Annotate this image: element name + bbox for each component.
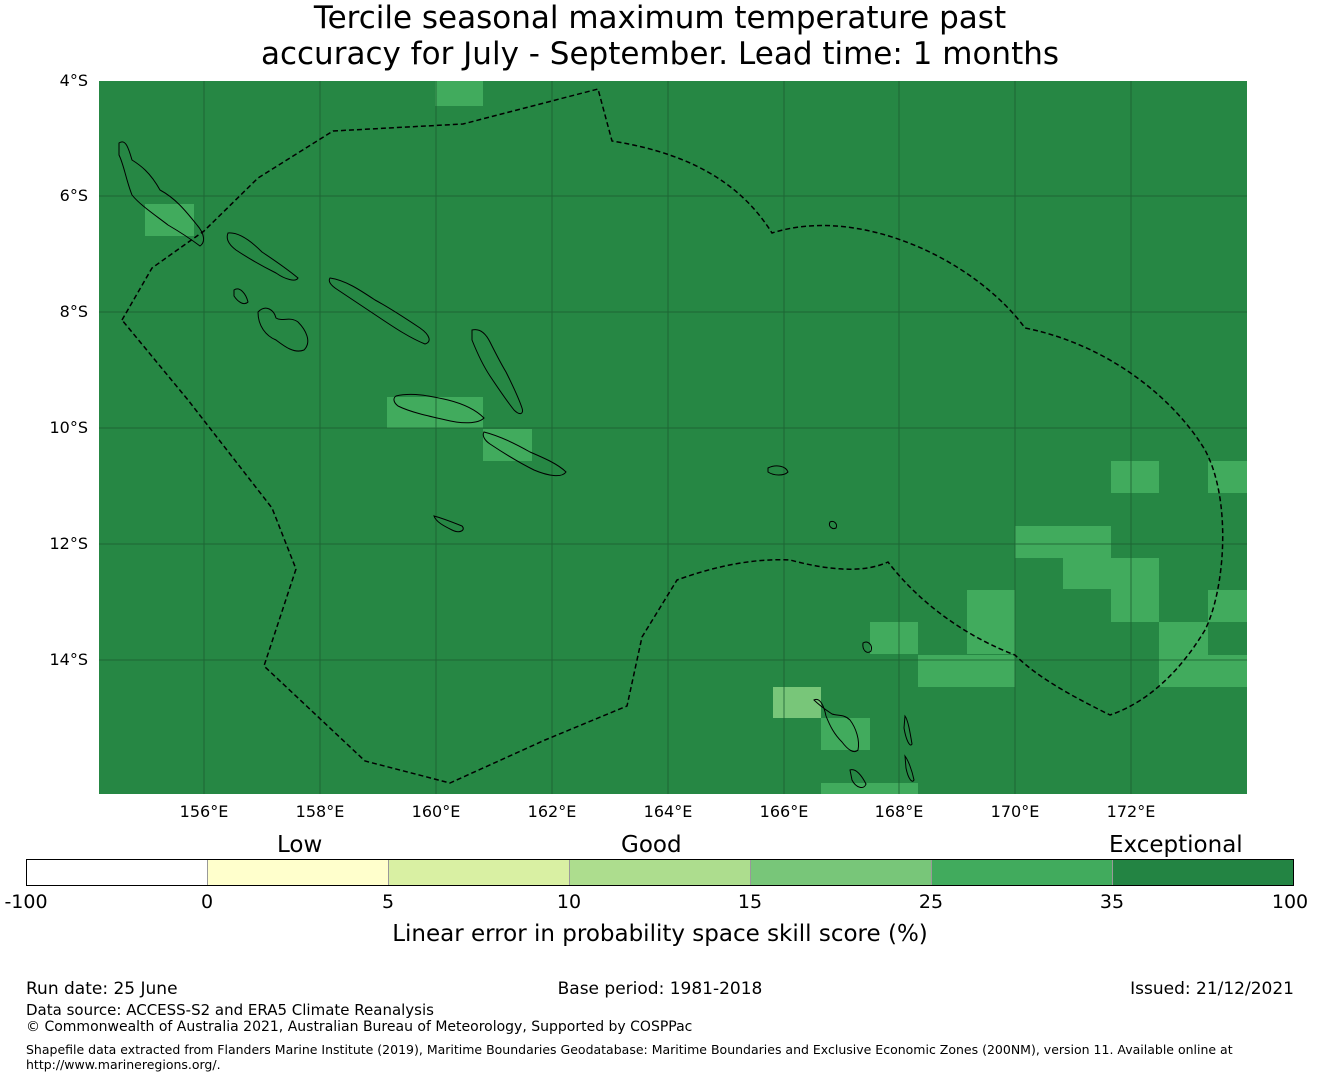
- skill-cell: [1111, 558, 1159, 622]
- skill-cell: [967, 590, 1015, 654]
- longitude-label: 172°E: [1106, 802, 1156, 821]
- longitude-label: 170°E: [990, 802, 1040, 821]
- santa-isabel-island: [328, 277, 430, 345]
- choiseul-island: [226, 232, 299, 281]
- longitude-label: 166°E: [759, 802, 809, 821]
- colorbar-tick: 100: [1271, 891, 1309, 913]
- colorbar-segment: [208, 860, 389, 885]
- skill-cell: [1111, 461, 1159, 493]
- longitude-label: 162°E: [527, 802, 577, 821]
- skill-cell: [1159, 622, 1208, 655]
- map-canvas[interactable]: [0, 0, 1320, 800]
- new-georgia-island: [257, 307, 309, 352]
- makira-island: [482, 431, 567, 477]
- colorbar-tick: 25: [918, 891, 944, 913]
- latitude-label: 8°S: [59, 302, 88, 321]
- maewo-island: [903, 714, 913, 746]
- colorbar-segment: [389, 860, 570, 885]
- colorbar-segment: [932, 860, 1113, 885]
- vella-lavella-island: [233, 288, 249, 305]
- colorbar: [26, 859, 1294, 886]
- graticule: [99, 81, 1247, 794]
- longitude-label: 158°E: [295, 802, 345, 821]
- colorbar-tick: -100: [4, 891, 48, 913]
- skill-cell: [1208, 461, 1247, 493]
- map-title-line2: accuracy for July - September. Lead time…: [260, 36, 1060, 72]
- bougainville-island: [118, 141, 205, 247]
- skill-cell: [435, 81, 483, 106]
- map-background: [99, 81, 1247, 794]
- issued-date: Issued: 21/12/2021: [1130, 979, 1294, 999]
- solomon-eez-boundary: [121, 88, 1224, 784]
- skill-cell-light: [773, 687, 821, 718]
- skill-cell: [1015, 526, 1111, 558]
- latitude-label: 10°S: [49, 418, 88, 437]
- run-date: Run date: 25 June: [26, 979, 178, 999]
- latitude-label: 12°S: [49, 534, 88, 553]
- colorbar-segment: [751, 860, 932, 885]
- colorbar-tick: 10: [556, 891, 582, 913]
- longitude-label: 164°E: [643, 802, 693, 821]
- skill-cell: [387, 397, 483, 428]
- longitude-label: 156°E: [179, 802, 229, 821]
- copyright-notice: © Commonwealth of Australia 2021, Austra…: [26, 1019, 693, 1035]
- colorbar-title: Linear error in probability space skill …: [392, 921, 928, 947]
- eez-boundaries: [121, 88, 1224, 784]
- tikopia-island: [829, 521, 837, 529]
- skill-cell: [870, 622, 918, 654]
- skill-cell: [145, 204, 194, 236]
- malaita-island: [471, 329, 523, 415]
- latitude-label: 4°S: [59, 71, 88, 90]
- colorbar-segment: [1113, 860, 1293, 885]
- skill-cell: [821, 718, 870, 750]
- legend-category-good: Good: [621, 832, 682, 858]
- vanua-lava-island: [862, 641, 872, 653]
- shapefile-url: http://www.marineregions.org/.: [26, 1057, 221, 1072]
- legend-category-exceptional: Exceptional: [1109, 832, 1243, 858]
- espiritu-santo-island: [813, 698, 859, 753]
- santa-cruz-islands: [767, 465, 789, 476]
- skill-cell: [1208, 590, 1247, 622]
- colorbar-segment: [570, 860, 751, 885]
- longitude-label: 160°E: [411, 802, 461, 821]
- colorbar-tick: 35: [1099, 891, 1125, 913]
- latitude-label: 6°S: [59, 186, 88, 205]
- latitude-label: 14°S: [49, 650, 88, 669]
- data-source: Data source: ACCESS-S2 and ERA5 Climate …: [26, 1001, 434, 1019]
- coastlines: [118, 141, 915, 788]
- pentecost-island: [904, 754, 915, 782]
- colorbar-tick: 0: [200, 891, 214, 913]
- map-title-line1: Tercile seasonal maximum temperature pas…: [313, 0, 1007, 36]
- base-period: Base period: 1981-2018: [557, 979, 763, 999]
- skill-cell: [1063, 558, 1111, 589]
- skill-cells: [145, 81, 1247, 794]
- colorbar-tick: 5: [381, 891, 395, 913]
- guadalcanal-island: [393, 393, 485, 424]
- colorbar-tick: 15: [737, 891, 763, 913]
- colorbar-segment: [27, 860, 208, 885]
- shapefile-credit: Shapefile data extracted from Flanders M…: [26, 1042, 1233, 1057]
- skill-cell: [821, 783, 918, 794]
- map-title: Tercile seasonal maximum temperature pas…: [0, 0, 1320, 72]
- longitude-label: 168°E: [874, 802, 924, 821]
- rennell-island: [433, 515, 464, 533]
- legend-category-low: Low: [277, 832, 323, 858]
- malekula-island: [849, 769, 867, 788]
